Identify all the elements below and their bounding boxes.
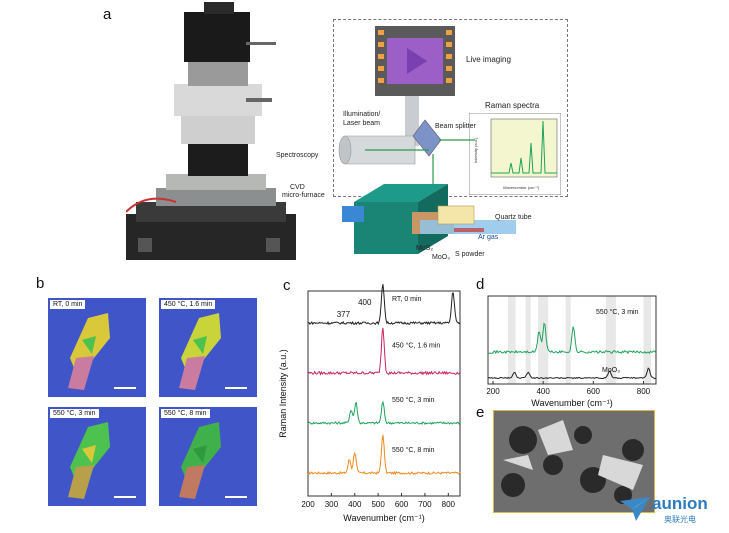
raman-spectra-label: Raman spectra	[485, 101, 540, 110]
x-tick-label: 400	[348, 500, 362, 509]
moo3-label: MoO₃	[432, 254, 451, 261]
live-imaging-label: Live imaging	[466, 55, 511, 64]
x-tick-label: 800	[442, 500, 456, 509]
y-axis-label: Raman Intensity (a.u.)	[278, 349, 288, 438]
micrograph-label: RT, 0 min	[50, 300, 86, 309]
cvd-furnace-diagram	[342, 184, 516, 254]
quartz-tube-label: Quartz tube	[495, 214, 532, 221]
micrograph-550-3: 550 °C, 3 min	[48, 407, 146, 506]
microscope-photo	[126, 2, 296, 260]
x-tick-label: 400	[536, 387, 550, 396]
series-line	[307, 327, 461, 376]
x-tick-label: 500	[371, 500, 385, 509]
s-powder-label: S powder	[455, 251, 485, 258]
optics-diagram	[338, 96, 475, 196]
raman-inset-plot: Intensity (a.u.) Wavenumber (cm⁻¹)	[469, 113, 561, 195]
x-tick-label: 200	[486, 387, 500, 396]
beam-splitter-label: Beam splitter	[435, 123, 476, 130]
panel-label-a: a	[103, 6, 112, 23]
panel-label-e: e	[476, 404, 485, 421]
highlight-band	[525, 296, 531, 384]
film-icon	[375, 26, 455, 96]
scale-bar	[225, 496, 247, 498]
logo-wordmark: aunion	[652, 494, 708, 513]
series-legend: 450 °C, 1.6 min	[392, 342, 440, 350]
series-line	[307, 434, 461, 476]
scale-bar	[114, 496, 136, 498]
inset-ylabel: Intensity (a.u.)	[473, 137, 478, 163]
logo-subtitle: 奥联光电	[664, 515, 696, 524]
series-legend: 550 °C, 8 min	[392, 446, 435, 454]
peak-annotation: 377	[337, 310, 351, 319]
raman-chart-d: 550 °C, 3 min MoO₃ 200 400 600 800 Wavenumber …	[486, 295, 657, 408]
sem-image	[493, 410, 655, 513]
panel-label-c: c	[283, 277, 291, 294]
highlight-band	[605, 296, 616, 384]
series-line	[307, 284, 461, 326]
x-tick-label: 200	[301, 500, 315, 509]
panel-label-b: b	[36, 275, 45, 292]
scale-bar	[225, 387, 247, 389]
ar-gas-label: Ar gas	[478, 234, 499, 241]
aunion-logo-icon	[620, 497, 650, 521]
x-tick-label: 300	[325, 500, 339, 509]
scale-bar	[114, 387, 136, 389]
micrograph-450-1-6: 450 °C, 1.6 min	[159, 298, 257, 397]
micrograph-rt: RT, 0 min	[48, 298, 146, 397]
series-line	[487, 367, 657, 380]
x-tick-label: 600	[587, 387, 601, 396]
plot-frame	[487, 295, 657, 385]
plot-frame	[307, 290, 461, 497]
micrograph-550-8: 550 °C, 8 min	[159, 407, 257, 506]
cvd-label: CVD	[290, 184, 305, 191]
series-legend: 550 °C, 3 min	[596, 308, 639, 316]
micrograph-label: 450 °C, 1.6 min	[161, 300, 216, 309]
x-tick-label: 600	[395, 500, 409, 509]
micrograph-label: 550 °C, 8 min	[161, 409, 210, 418]
spectroscopy-label: Spectroscopy	[276, 152, 319, 159]
highlight-band	[643, 296, 651, 384]
series-legend: RT, 0 min	[392, 296, 422, 303]
highlight-band	[508, 296, 516, 384]
x-axis-label: Wavenumber (cm⁻¹)	[343, 513, 424, 523]
highlight-band	[565, 296, 571, 384]
micro-furnace-label: micro-furnace	[282, 192, 325, 199]
inset-xlabel: Wavenumber (cm⁻¹)	[503, 185, 540, 190]
micrograph-label: 550 °C, 3 min	[50, 409, 99, 418]
x-tick-label: 800	[637, 387, 651, 396]
x-axis-label: Wavenumber (cm⁻¹)	[531, 398, 612, 408]
series-line	[487, 322, 657, 355]
laser-beam-label: Laser beam	[343, 120, 380, 127]
x-tick-label: 700	[418, 500, 432, 509]
illumination-label: Illumination/	[343, 111, 381, 118]
panel-label-d: d	[476, 276, 485, 293]
highlight-band	[538, 296, 549, 384]
raman-chart-c: 550 °C, 8 min 550 °C, 3 min 450 °C, 1.6 mi…	[278, 284, 461, 523]
mos2-label: MoS₂	[416, 245, 434, 252]
series-line	[307, 400, 461, 425]
peak-annotation: 400	[358, 298, 372, 307]
schematic-frame	[333, 19, 568, 197]
series-legend: MoO₃	[602, 367, 620, 374]
series-legend: 550 °C, 3 min	[392, 396, 435, 404]
